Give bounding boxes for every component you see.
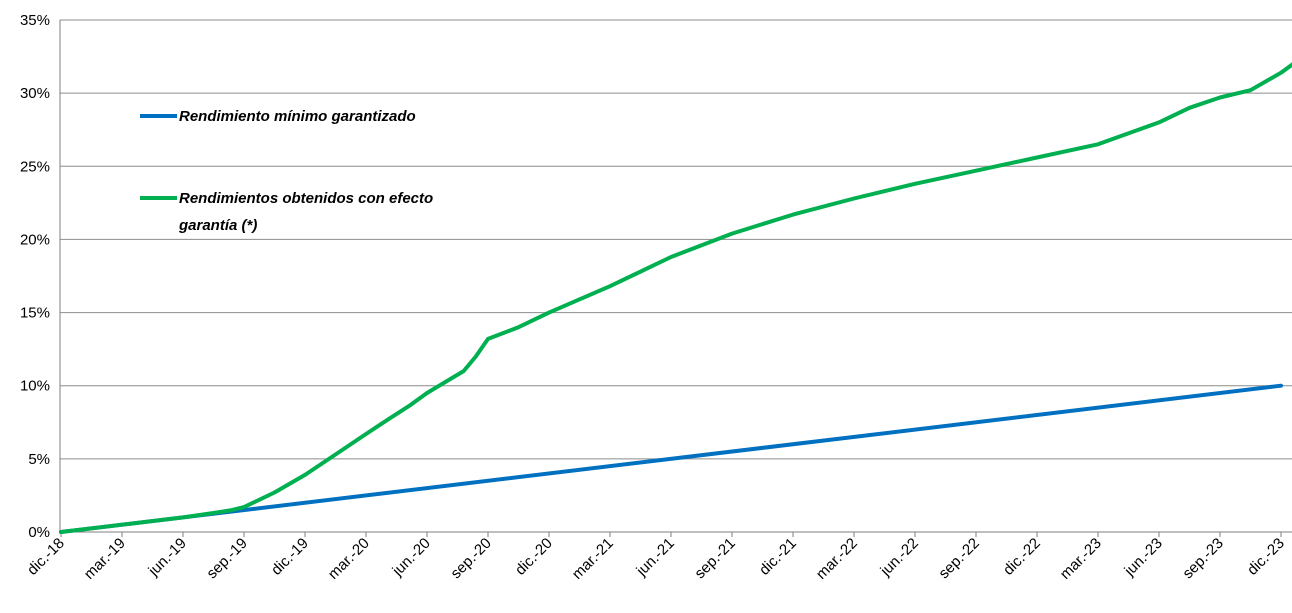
x-tick-label: dic.-20	[512, 535, 556, 579]
legend: Rendimiento mínimo garantizado Rendimien…	[140, 108, 433, 234]
legend-label-obtained-line-1: Rendimientos obtenidos con efecto	[179, 190, 433, 207]
x-tick-label: dic.-19	[268, 535, 312, 579]
y-tick-label: 20%	[20, 231, 50, 248]
x-tick-label: mar.-23	[1057, 535, 1105, 583]
x-tick-label: mar.-19	[81, 535, 129, 583]
y-tick-label: 0%	[28, 524, 50, 541]
x-tick-label: sep.-22	[935, 535, 982, 582]
x-tick-label: jun.-20	[389, 535, 434, 580]
y-tick-label: 15%	[20, 305, 50, 322]
x-tick-label: mar.-20	[325, 535, 373, 583]
y-tick-label: 5%	[28, 451, 50, 468]
x-tick-label: sep.-19	[203, 535, 250, 582]
x-tick-label: mar.-21	[569, 535, 617, 583]
axes	[59, 20, 1292, 533]
y-tick-label: 35%	[20, 12, 50, 29]
y-tick-labels: 0% 5% 10% 15% 20% 25% 30% 35%	[20, 12, 50, 541]
x-tick-label: sep.-21	[691, 535, 738, 582]
x-tick-label: sep.-23	[1179, 535, 1226, 582]
x-tick-label: dic.-21	[756, 535, 800, 579]
y-tick-label: 10%	[20, 378, 50, 395]
x-tick-labels: dic.-18 mar.-19 jun.-19 sep.-19 dic.-19 mar.-…	[24, 532, 1288, 583]
x-tick-label: dic.-22	[1000, 535, 1044, 579]
x-tick-label: jun.-19	[145, 535, 190, 580]
x-tick-label: jun.-23	[1121, 535, 1166, 580]
legend-label-minimum: Rendimiento mínimo garantizado	[179, 108, 416, 125]
x-tick-label: dic.-23	[1244, 535, 1288, 579]
grid	[60, 19, 1292, 460]
series-lines	[59, 62, 1292, 534]
legend-label-obtained-line-2: garantía (*)	[178, 217, 257, 234]
x-tick-label: jun.-21	[633, 535, 678, 580]
x-tick-label: sep.-20	[447, 535, 494, 582]
y-tick-label: 25%	[20, 158, 50, 175]
series-line-minimum-guaranteed	[59, 383, 1283, 534]
y-tick-label: 30%	[20, 85, 50, 102]
x-tick-label: dic.-18	[24, 535, 68, 579]
x-tick-label: mar.-22	[813, 535, 861, 583]
x-tick-label: jun.-22	[877, 535, 922, 580]
series-line-obtained-returns	[59, 62, 1292, 534]
